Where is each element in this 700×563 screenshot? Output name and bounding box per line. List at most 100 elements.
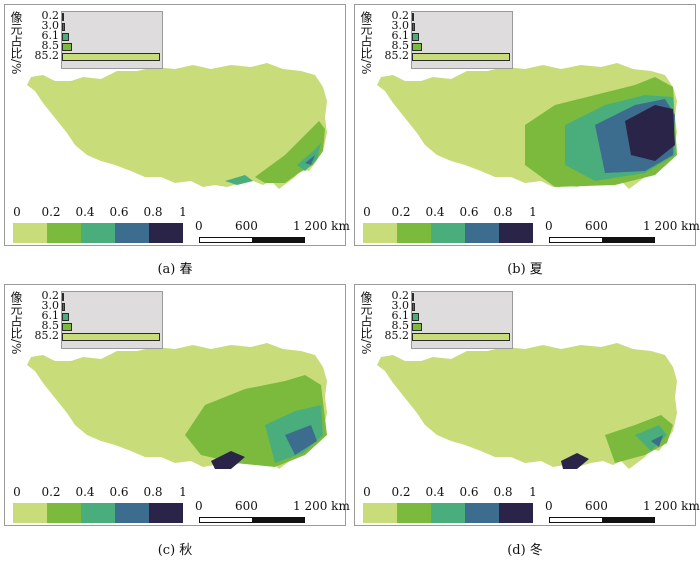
inset-tick-label: 8.5 [391, 39, 410, 52]
legend-swatch [149, 503, 183, 523]
scale-bar-labels: 0 600 1 200 km [195, 499, 350, 515]
scale-bar [199, 237, 305, 243]
inset-y-axis-title: 像元占比/% [9, 11, 23, 75]
legend-swatch [431, 503, 465, 523]
inset-bar [62, 323, 72, 331]
inset-tick-label: 85.2 [34, 329, 60, 342]
map-panel-summer: 像元占比/% 0.2 3.0 6.1 8.5 85.2 0 0.2 0.4 0.… [354, 4, 700, 246]
map-region [625, 105, 675, 161]
legend-tick-label: 0.8 [143, 485, 163, 499]
color-legend-bar [13, 503, 183, 523]
legend-swatch [465, 503, 499, 523]
legend-tick-label: 1 [529, 485, 537, 499]
legend-tick-label: 0.8 [493, 205, 513, 219]
inset-bar [412, 33, 420, 41]
map-region [211, 451, 245, 469]
inset-bar [62, 23, 66, 31]
scale-label: 0 [545, 499, 553, 513]
legend-tick-label: 0.6 [109, 485, 129, 499]
legend-tick-label: 0.4 [425, 485, 445, 499]
map-region [297, 143, 321, 171]
inset-bar [62, 333, 160, 341]
inset-tick-label: 3.0 [391, 19, 410, 32]
inset-bar-chart [61, 11, 163, 69]
plateau-map [377, 343, 677, 469]
inset-tick-labels: 0.2 3.0 6.1 8.5 85.2 [23, 9, 60, 62]
plateau-outline [27, 63, 327, 189]
legend-swatch [499, 503, 533, 523]
map-panel-spring: 像元占比/% 0.2 3.0 6.1 8.5 85.2 0 0.2 0.4 0.… [4, 4, 350, 246]
scale-bar [549, 517, 655, 523]
inset-bar [412, 23, 416, 31]
scale-label: 1 200 km [643, 219, 700, 233]
map-region [635, 425, 667, 451]
color-legend-labels: 0 0.2 0.4 0.6 0.8 1 [355, 485, 555, 501]
color-legend-bar [363, 223, 533, 243]
legend-tick-label: 0 [13, 205, 21, 219]
legend-swatch [47, 223, 81, 243]
inset-bar [62, 13, 64, 21]
scale-label: 600 [235, 219, 258, 233]
legend-tick-label: 0 [363, 205, 371, 219]
legend-tick-label: 0.2 [391, 205, 411, 219]
inset-bar [412, 303, 416, 311]
legend-swatch [431, 223, 465, 243]
scale-bar-labels: 0 600 1 200 km [545, 219, 700, 235]
color-legend-bar [363, 503, 533, 523]
scale-label: 600 [585, 499, 608, 513]
plateau-outline [377, 343, 677, 469]
inset-tick-label: 8.5 [41, 319, 60, 332]
inset-bar [412, 313, 420, 321]
map-region [225, 175, 253, 185]
scale-label: 0 [195, 219, 203, 233]
inset-tick-label: 8.5 [391, 319, 410, 332]
legend-swatch [13, 503, 47, 523]
legend-tick-label: 0.6 [459, 205, 479, 219]
legend-tick-label: 1 [179, 485, 187, 499]
scale-label: 1 200 km [643, 499, 700, 513]
inset-bar [62, 33, 70, 41]
scale-label: 0 [195, 499, 203, 513]
map-region [305, 155, 315, 165]
inset-y-axis-title: 像元占比/% [9, 291, 23, 355]
scale-label: 600 [585, 219, 608, 233]
scale-bar-labels: 0 600 1 200 km [545, 499, 700, 515]
map-region [651, 435, 663, 447]
legend-tick-label: 0.6 [459, 485, 479, 499]
inset-tick-labels: 0.2 3.0 6.1 8.5 85.2 [373, 10, 410, 61]
legend-tick-label: 0.8 [143, 205, 163, 219]
legend-tick-label: 0.2 [41, 205, 61, 219]
inset-tick-label: 0.2 [391, 289, 410, 302]
legend-swatch [465, 223, 499, 243]
legend-swatch [397, 503, 431, 523]
inset-bar [62, 303, 66, 311]
legend-swatch [115, 503, 149, 523]
inset-tick-label: 0.2 [41, 289, 60, 302]
legend-swatch [81, 223, 115, 243]
map-panel-winter: 像元占比/% 0.2 3.0 6.1 8.5 85.2 0 0.2 0.4 0.… [354, 284, 700, 526]
inset-bar [412, 13, 414, 21]
legend-swatch [397, 223, 431, 243]
color-legend-labels: 0 0.2 0.4 0.6 0.8 1 [5, 485, 205, 501]
inset-y-axis-title: 像元占比/% [359, 11, 373, 75]
color-legend-labels: 0 0.2 0.4 0.6 0.8 1 [355, 205, 555, 221]
legend-tick-label: 0.2 [391, 485, 411, 499]
legend-tick-label: 0.4 [75, 485, 95, 499]
inset-tick-label: 85.2 [34, 49, 60, 62]
inset-bar-chart [411, 291, 513, 349]
plateau-map [27, 343, 327, 469]
inset-tick-labels: 0.2 3.0 6.1 8.5 85.2 [23, 289, 60, 342]
scale-label: 1 200 km [293, 219, 350, 233]
map-region [285, 425, 317, 455]
scale-bar [549, 237, 655, 243]
inset-tick-label: 85.2 [384, 329, 410, 342]
inset-tick-label: 3.0 [41, 19, 60, 32]
plateau-map [27, 63, 327, 189]
inset-tick-label: 0.2 [41, 9, 60, 22]
inset-y-axis-title: 像元占比/% [359, 291, 373, 355]
legend-swatch [363, 223, 397, 243]
inset-tick-label: 6.1 [41, 29, 60, 42]
map-region [561, 453, 589, 469]
inset-bar [62, 53, 160, 61]
legend-tick-label: 0.4 [75, 205, 95, 219]
